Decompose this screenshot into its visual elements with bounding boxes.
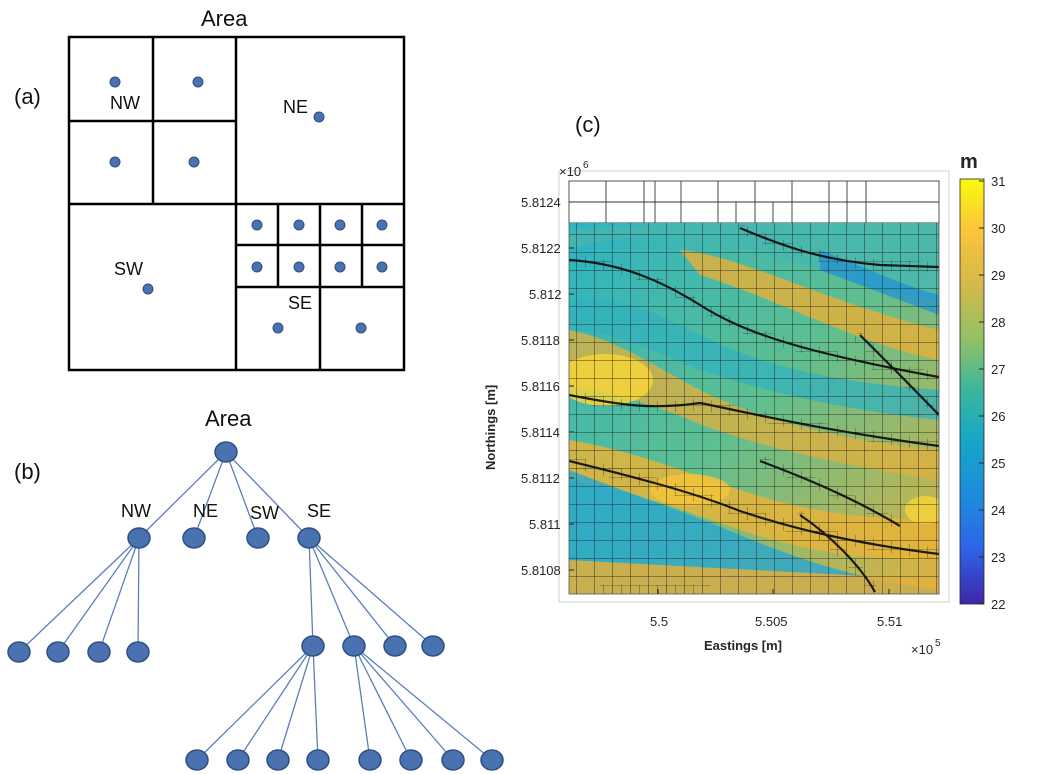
tree-node bbox=[246, 527, 270, 549]
tree-node bbox=[297, 527, 321, 549]
x-exponent-power: 5 bbox=[935, 638, 941, 649]
tree-node-root bbox=[214, 441, 238, 463]
y-tick-label: 5.8124 bbox=[521, 195, 561, 210]
tree-branch-label-se: SE bbox=[307, 501, 332, 521]
point bbox=[376, 219, 388, 231]
point bbox=[293, 261, 305, 273]
colorbar-title: m bbox=[960, 151, 978, 173]
tree-node bbox=[127, 527, 151, 549]
x-exponent: ×10 bbox=[911, 642, 933, 657]
point bbox=[109, 156, 121, 168]
y-tick-label: 5.8108 bbox=[521, 563, 561, 578]
point bbox=[334, 261, 346, 273]
tree-node bbox=[399, 749, 423, 771]
colorbar-tick-label: 25 bbox=[991, 456, 1005, 471]
tree-node bbox=[480, 749, 504, 771]
quadrant-label-sw: SW bbox=[114, 259, 143, 279]
point bbox=[142, 283, 154, 295]
tree-root-label: Area bbox=[205, 406, 252, 431]
point bbox=[251, 219, 263, 231]
tree-branch-label-sw: SW bbox=[250, 503, 279, 523]
quadrant-label-se: SE bbox=[288, 293, 313, 313]
point bbox=[355, 322, 367, 334]
tree-node bbox=[126, 641, 150, 663]
y-tick-label: 5.8122 bbox=[521, 241, 561, 256]
panel-a-label: (a) bbox=[14, 84, 41, 109]
area-boundary bbox=[67, 35, 406, 372]
y-exponent-power: 6 bbox=[583, 160, 589, 171]
tree-node bbox=[358, 749, 382, 771]
point bbox=[376, 261, 388, 273]
colorbar-tick-label: 31 bbox=[991, 174, 1005, 189]
x-tick-label: 5.51 bbox=[877, 614, 902, 629]
point bbox=[251, 261, 263, 273]
panel-b-label: (b) bbox=[14, 459, 41, 484]
colorbar-tick-label: 28 bbox=[991, 315, 1005, 330]
y-tick-label: 5.812 bbox=[529, 287, 562, 302]
panel-c-label: (c) bbox=[575, 112, 601, 137]
point bbox=[192, 76, 204, 88]
tree-node bbox=[226, 749, 250, 771]
y-tick-label: 5.8114 bbox=[521, 425, 560, 440]
tree-node bbox=[87, 641, 111, 663]
point bbox=[313, 111, 325, 123]
tree-node bbox=[383, 635, 407, 657]
tree-node bbox=[185, 749, 209, 771]
tree-node bbox=[7, 641, 31, 663]
tree-node bbox=[182, 527, 206, 549]
y-tick-label: 5.8112 bbox=[521, 471, 560, 486]
colorbar-tick-label: 26 bbox=[991, 409, 1005, 424]
y-tick-label: 5.8118 bbox=[521, 333, 560, 348]
tree-node bbox=[421, 635, 445, 657]
panel-a-title: Area bbox=[201, 6, 248, 31]
colorbar-tick-label: 23 bbox=[991, 550, 1005, 565]
tree-node bbox=[266, 749, 290, 771]
x-tick-label: 5.505 bbox=[755, 614, 788, 629]
tree-branch-label-ne: NE bbox=[193, 501, 219, 521]
colorbar-tick-label: 27 bbox=[991, 362, 1005, 377]
colorbar-tick-label: 29 bbox=[991, 268, 1005, 283]
y-tick-label: 5.811 bbox=[529, 517, 561, 532]
colorbar bbox=[959, 178, 985, 605]
point bbox=[272, 322, 284, 334]
tree-node bbox=[301, 635, 325, 657]
axes-frame bbox=[558, 170, 950, 603]
tree-node bbox=[46, 641, 70, 663]
colorbar-tick-label: 30 bbox=[991, 221, 1005, 236]
point bbox=[334, 219, 346, 231]
tree-branch-label-nw: NW bbox=[121, 501, 151, 521]
colorbar-tick-label: 24 bbox=[991, 503, 1005, 518]
point bbox=[293, 219, 305, 231]
y-tick-label: 5.8116 bbox=[521, 379, 560, 394]
colorbar-tick-label: 22 bbox=[991, 597, 1005, 612]
elevation-heatmap bbox=[569, 223, 939, 594]
quadrant-label-nw: NW bbox=[110, 93, 140, 113]
tree-node bbox=[441, 749, 465, 771]
quadrant-label-ne: NE bbox=[283, 97, 309, 117]
y-exponent: ×10 bbox=[559, 164, 581, 179]
x-axis-label: Eastings [m] bbox=[704, 638, 782, 653]
tree-node bbox=[306, 749, 330, 771]
point bbox=[188, 156, 200, 168]
y-axis-label: Northings [m] bbox=[483, 385, 498, 470]
tree-node bbox=[342, 635, 366, 657]
x-tick-label: 5.5 bbox=[650, 614, 668, 629]
point bbox=[109, 76, 121, 88]
